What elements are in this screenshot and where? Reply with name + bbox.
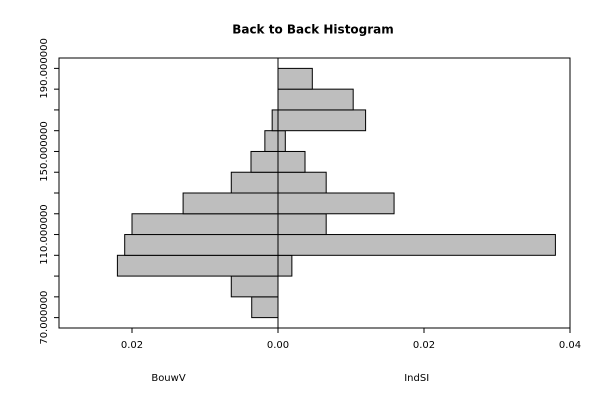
- bar: [264, 130, 279, 152]
- bar: [277, 88, 354, 111]
- x-tick-label: 0.00: [267, 340, 289, 351]
- y-tick-label: 150.000000: [39, 121, 50, 181]
- bar: [250, 150, 279, 173]
- bar: [131, 213, 279, 236]
- chart-title: Back to Back Histogram: [232, 23, 394, 37]
- bar: [230, 171, 279, 194]
- y-tick-label: 70.000000: [39, 291, 50, 345]
- bar: [277, 254, 293, 277]
- bar: [230, 275, 279, 298]
- bar: [277, 130, 286, 152]
- bar: [277, 67, 313, 90]
- bar: [277, 213, 327, 236]
- bar: [116, 254, 279, 277]
- bar: [277, 192, 395, 215]
- y-tick-label: 110.000000: [39, 204, 50, 264]
- legend-label: IndSI: [404, 373, 429, 384]
- bar: [182, 192, 279, 215]
- x-tick-label: 0.02: [121, 340, 143, 351]
- legend-label: BouwV: [151, 373, 185, 384]
- bar: [251, 296, 279, 319]
- bar: [277, 109, 367, 132]
- x-tick-label: 0.04: [559, 340, 581, 351]
- bar: [277, 150, 306, 173]
- y-tick-label: 190.000000: [39, 38, 50, 98]
- bar: [124, 234, 279, 256]
- bar: [277, 171, 327, 194]
- x-tick-label: 0.02: [413, 340, 435, 351]
- bar: [277, 234, 556, 256]
- bar: [271, 109, 279, 132]
